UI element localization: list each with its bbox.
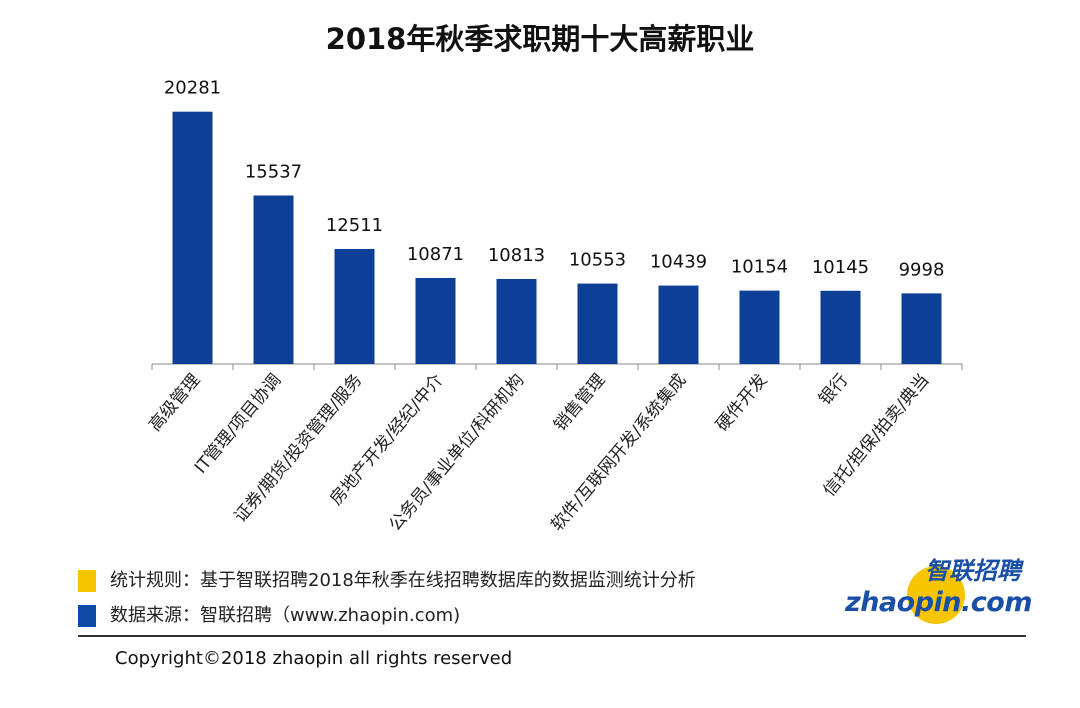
chart-title: 2018年秋季求职期十大高薪职业 xyxy=(325,22,755,56)
bar xyxy=(739,290,780,364)
data-label: 10154 xyxy=(731,257,788,278)
bar xyxy=(172,111,213,364)
bar xyxy=(334,248,375,364)
data-label: 12511 xyxy=(326,215,383,236)
legend-source: 数据来源：智联招聘（www.zhaopin.com) xyxy=(78,605,460,627)
data-label: 10553 xyxy=(569,250,626,271)
logo-cn: 智联招聘 xyxy=(925,557,1021,585)
legend-rule: 统计规则：基于智联招聘2018年秋季在线招聘数据库的数据监测统计分析 xyxy=(78,570,696,592)
logo-sun-icon xyxy=(907,566,965,624)
x-tick-label: IT管理/项目协调 xyxy=(191,370,285,477)
data-label: 10813 xyxy=(488,245,545,266)
x-tick-label: 硬件开发 xyxy=(712,370,771,435)
legend-rule-text: 统计规则：基于智联招聘2018年秋季在线招聘数据库的数据监测统计分析 xyxy=(110,570,696,592)
x-tick-label: 销售管理 xyxy=(550,370,609,435)
zhaopin-logo: 智联招聘 zhaopin.com xyxy=(845,557,1032,628)
data-label: 9998 xyxy=(899,259,945,280)
x-tick-label: 高级管理 xyxy=(145,370,204,435)
legend-swatch-yellow xyxy=(78,570,96,592)
bar-chart: 20281高级管理15537IT管理/项目协调12511证券/期货/投资管理/服… xyxy=(145,78,963,535)
bar xyxy=(820,290,861,364)
data-label: 10145 xyxy=(812,257,869,278)
data-label: 20281 xyxy=(164,78,221,99)
divider xyxy=(78,635,1026,637)
data-label: 15537 xyxy=(245,162,302,183)
data-label: 10871 xyxy=(407,244,464,265)
copyright: Copyright©2018 zhaopin all rights reserv… xyxy=(115,648,513,669)
legend-swatch-blue xyxy=(78,605,96,627)
bar xyxy=(577,283,618,364)
x-tick-label: 软件/互联网开发/系统集成 xyxy=(547,370,690,535)
legend-source-text: 数据来源：智联招聘（www.zhaopin.com) xyxy=(110,605,461,627)
bar xyxy=(901,293,942,364)
bar xyxy=(253,195,294,364)
x-tick-label: 公务员/事业单位/科研机构 xyxy=(385,370,528,535)
x-tick-label: 银行 xyxy=(815,370,852,409)
bar xyxy=(496,278,537,364)
bar xyxy=(415,277,456,364)
data-label: 10439 xyxy=(650,252,707,273)
bar xyxy=(658,285,699,364)
logo-en: zhaopin.com xyxy=(845,587,1032,618)
